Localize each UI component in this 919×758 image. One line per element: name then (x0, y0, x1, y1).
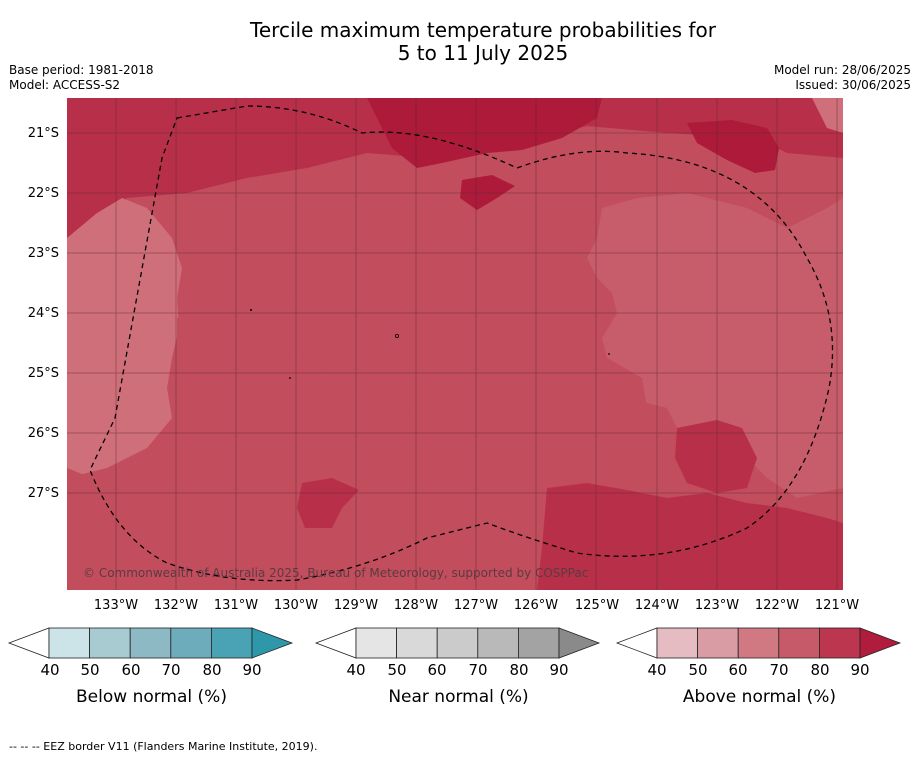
page-title: Tercile maximum temperature probabilitie… (0, 19, 919, 65)
colorbar-extend-low (314, 627, 357, 659)
region-80-90-south (537, 483, 843, 590)
island-3 (289, 377, 291, 379)
region-60-70-ne (812, 98, 843, 133)
colorbar-extend-high (558, 627, 601, 659)
region-70-80-mid (177, 298, 337, 368)
below-tick-70: 70 (161, 661, 181, 679)
colorbar-swatch-1 (355, 627, 397, 659)
region-80-90-south-center (297, 478, 359, 528)
lat-label-23s: 23°S (27, 246, 59, 261)
above-tick-60: 60 (728, 661, 748, 679)
colorbar-swatch-5 (517, 627, 560, 659)
above-normal-title: Above normal (%) (682, 687, 837, 707)
region-90-center (460, 175, 515, 210)
lat-label-26s: 26°S (27, 426, 59, 441)
near-tick-70: 70 (468, 661, 488, 679)
lon-label-125w: 125°W (574, 598, 620, 613)
colorbar-extend-high (859, 627, 902, 659)
lat-label-22s: 22°S (27, 186, 59, 201)
issued-date: Issued: 30/06/2025 (795, 78, 911, 92)
lon-label-123w: 123°W (694, 598, 740, 613)
title-line-1: Tercile maximum temperature probabilitie… (250, 18, 716, 42)
lon-label-126w: 126°W (513, 598, 559, 613)
colorbar-swatch-2 (697, 627, 739, 659)
near-tick-40: 40 (346, 661, 366, 679)
lon-label-124w: 124°W (634, 598, 680, 613)
colorbar-swatch-1 (48, 627, 90, 659)
meta-left: Base period: 1981-2018 Model: ACCESS-S2 (9, 63, 154, 93)
colorbar-below-normal (7, 627, 294, 659)
lon-label-130w: 130°W (273, 598, 319, 613)
colorbar-swatch-4 (477, 627, 519, 659)
above-tick-90: 90 (850, 661, 870, 679)
below-tick-80: 80 (202, 661, 222, 679)
colorbar-above-normal-swatches (615, 627, 902, 659)
colorbar-extend-low (7, 627, 50, 659)
below-tick-40: 40 (40, 661, 60, 679)
below-tick-50: 50 (80, 661, 100, 679)
near-tick-90: 90 (549, 661, 569, 679)
lon-label-129w: 129°W (333, 598, 379, 613)
below-tick-90: 90 (242, 661, 262, 679)
above-tick-40: 40 (647, 661, 667, 679)
colorbar-above-normal (615, 627, 902, 659)
colorbar-swatch-5 (210, 627, 253, 659)
region-70-east-light (587, 193, 843, 498)
colorbar-swatch-3 (129, 627, 172, 659)
above-tick-50: 50 (688, 661, 708, 679)
copyright-notice: © Commonwealth of Australia 2025, Bureau… (83, 566, 589, 580)
probability-map (67, 98, 843, 590)
near-normal-title: Near normal (%) (388, 687, 529, 707)
lon-label-131w: 131°W (213, 598, 259, 613)
colorbar-extend-low (615, 627, 658, 659)
colorbar-swatch-3 (436, 627, 479, 659)
meta-right: Model run: 28/06/2025 Issued: 30/06/2025 (774, 63, 911, 93)
below-normal-title: Below normal (%) (76, 687, 227, 707)
above-tick-80: 80 (810, 661, 830, 679)
colorbar-near-normal-swatches (314, 627, 601, 659)
lat-label-25s: 25°S (27, 366, 59, 381)
colorbar-swatch-1 (656, 627, 698, 659)
lat-label-21s: 21°S (27, 126, 59, 141)
colorbar-swatch-2 (89, 627, 131, 659)
lon-label-133w: 133°W (93, 598, 139, 613)
base-period: Base period: 1981-2018 (9, 63, 154, 77)
below-tick-60: 60 (121, 661, 141, 679)
region-80-90-se (675, 420, 757, 493)
colorbar-swatch-4 (778, 627, 820, 659)
map-canvas (67, 98, 843, 590)
graticule (67, 98, 843, 590)
eez-footnote: -- -- -- EEZ border V11 (Flanders Marine… (9, 740, 318, 753)
above-tick-70: 70 (769, 661, 789, 679)
colorbar-swatch-4 (170, 627, 212, 659)
lon-label-122w: 122°W (754, 598, 800, 613)
island-1 (250, 309, 252, 311)
island-4 (608, 353, 610, 355)
lon-label-132w: 132°W (153, 598, 199, 613)
colorbar-swatch-5 (818, 627, 861, 659)
near-tick-80: 80 (509, 661, 529, 679)
lat-label-27s: 27°S (27, 486, 59, 501)
model-run: Model run: 28/06/2025 (773, 63, 911, 77)
colorbar-swatch-2 (396, 627, 438, 659)
lon-label-121w: 121°W (814, 598, 860, 613)
model-name: Model: ACCESS-S2 (9, 78, 121, 92)
region-60-70-west (67, 198, 182, 476)
lat-label-24s: 24°S (27, 306, 59, 321)
colorbar-swatch-3 (737, 627, 780, 659)
colorbar-below-normal-swatches (7, 627, 294, 659)
title-line-2: 5 to 11 July 2025 (397, 41, 569, 65)
colorbar-near-normal (314, 627, 601, 659)
lon-label-128w: 128°W (393, 598, 439, 613)
colorbar-extend-high (251, 627, 294, 659)
lon-label-127w: 127°W (453, 598, 499, 613)
island-2 (394, 333, 399, 338)
near-tick-50: 50 (387, 661, 407, 679)
near-tick-60: 60 (427, 661, 447, 679)
